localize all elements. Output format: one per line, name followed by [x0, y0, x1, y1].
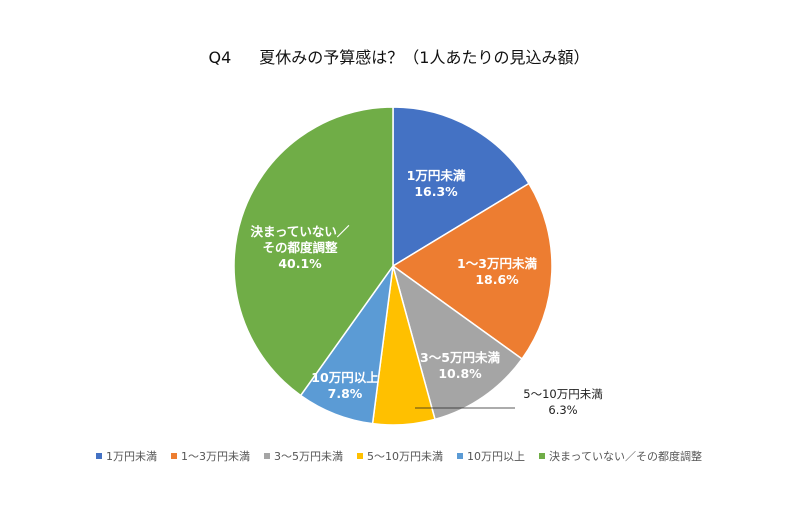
legend-label: 1万円未満 [105, 450, 157, 463]
legend-swatch [263, 453, 270, 459]
pie-slice [233, 106, 394, 397]
title-text: 夏休みの予算感は？（1人あたりの見込み額） [259, 48, 590, 67]
value-label: 10.8% [438, 366, 482, 381]
category-label: 3～5万円未満 [420, 350, 500, 365]
legend-swatch [538, 453, 545, 459]
legend-label: 5～10万円未満 [366, 450, 443, 463]
category-label: 1～3万円未満 [457, 256, 537, 271]
legend-swatch [95, 453, 102, 459]
legend-swatch [170, 453, 177, 459]
value-label: 6.3% [548, 403, 577, 417]
data-label: 決まっていない／その都度調整 40.1% [251, 224, 350, 271]
category-label: その都度調整 [262, 240, 338, 255]
legend-swatch [356, 453, 363, 459]
legend-label: 3～5万円未満 [273, 450, 343, 463]
legend-item: 3～5万円未満 [263, 448, 343, 464]
title-question-number: Q4 [208, 48, 232, 67]
legend: 1万円未満 1～3万円未満 3～5万円未満 5～10万円未満 10万円以上 決まっていない… [0, 448, 798, 464]
category-label: 10万円以上 [311, 370, 379, 385]
category-label: 決まっていない／ [251, 224, 350, 239]
data-label: 3～5万円未満 10.8% [420, 350, 500, 381]
data-label: 1～3万円未満 18.6% [457, 256, 537, 287]
value-label: 16.3% [414, 184, 458, 199]
value-label: 40.1% [278, 256, 322, 271]
data-label: 10万円以上 7.8% [311, 370, 379, 401]
chart-title: Q4 夏休みの予算感は？（1人あたりの見込み額） [0, 44, 798, 68]
legend-label: 10万円以上 [466, 450, 525, 463]
category-label: 5～10万円未満 [523, 387, 602, 401]
legend-item: 10万円以上 [456, 448, 525, 464]
legend-item: 決まっていない／その都度調整 [538, 448, 702, 464]
pie-slice [391, 182, 553, 360]
value-label: 18.6% [475, 272, 519, 287]
category-label: 1万円未満 [407, 168, 466, 183]
legend-item: 1万円未満 [95, 448, 157, 464]
value-label: 7.8% [328, 386, 363, 401]
legend-item: 5～10万円未満 [356, 448, 443, 464]
pie-slice [392, 106, 530, 268]
legend-swatch [456, 453, 463, 459]
data-label: 1万円未満 16.3% [407, 168, 466, 199]
legend-item: 1～3万円未満 [170, 448, 250, 464]
legend-label: 1～3万円未満 [180, 450, 250, 463]
data-label: 5～10万円未満 6.3% [523, 387, 602, 417]
legend-label: 決まっていない／その都度調整 [548, 450, 702, 463]
